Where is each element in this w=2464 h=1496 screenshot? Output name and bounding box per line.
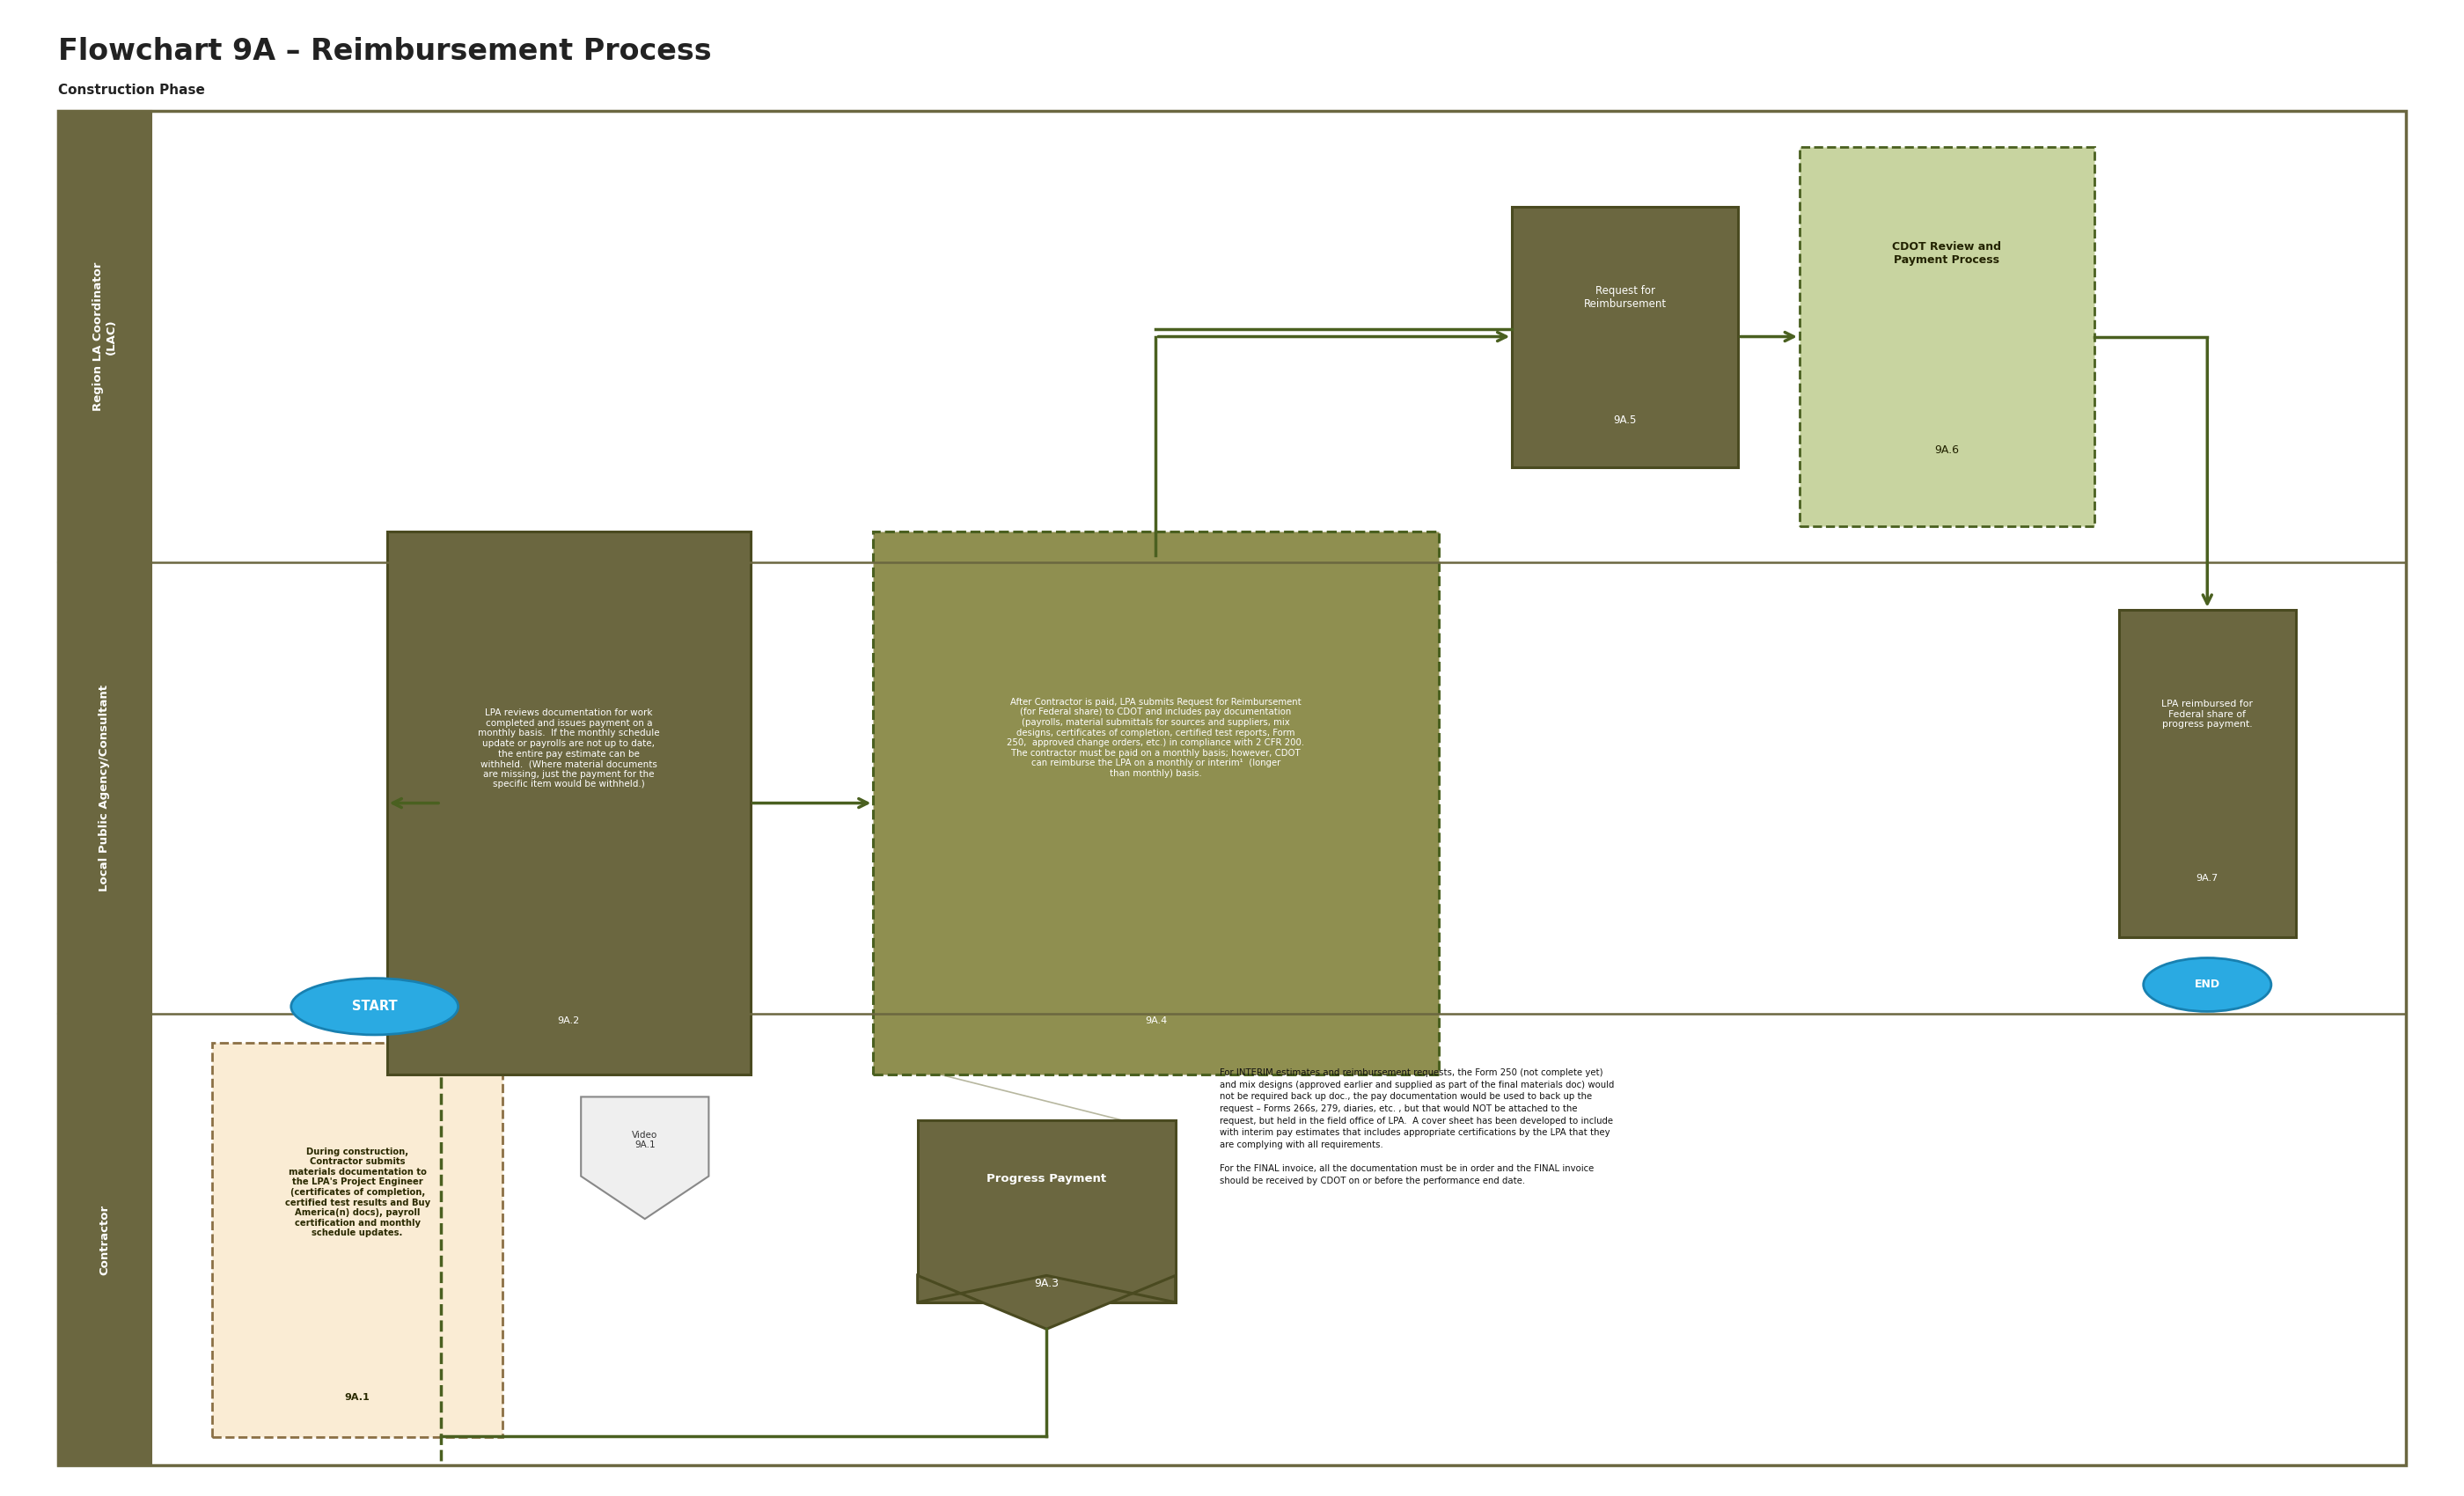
FancyBboxPatch shape [917,1121,1175,1303]
Text: 9A.5: 9A.5 [1614,414,1636,426]
Text: 9A.1: 9A.1 [345,1393,370,1402]
Text: Construction Phase: Construction Phase [57,84,205,97]
Text: 9A.2: 9A.2 [557,1016,579,1025]
Ellipse shape [2144,957,2272,1011]
FancyBboxPatch shape [212,1043,503,1438]
Text: LPA reviews documentation for work
completed and issues payment on a
monthly bas: LPA reviews documentation for work compl… [478,709,660,788]
Text: Request for
Reimbursement: Request for Reimbursement [1584,286,1666,310]
FancyBboxPatch shape [1513,206,1737,467]
FancyBboxPatch shape [57,562,150,1014]
Text: 9A.4: 9A.4 [1146,1016,1168,1025]
Text: During construction,
Contractor submits
materials documentation to
the LPA's Pro: During construction, Contractor submits … [286,1147,431,1237]
Text: Region LA Coordinator
(LAC): Region LA Coordinator (LAC) [91,262,116,411]
Text: 9A.7: 9A.7 [2195,874,2218,883]
Text: 9A.3: 9A.3 [1035,1278,1060,1290]
FancyBboxPatch shape [57,111,150,562]
Text: START: START [352,999,397,1013]
Ellipse shape [291,978,458,1035]
Text: For INTERIM estimates and reimbursement requests, the Form 250 (not complete yet: For INTERIM estimates and reimbursement … [1220,1068,1614,1185]
Polygon shape [582,1097,710,1219]
Text: Flowchart 9A – Reimbursement Process: Flowchart 9A – Reimbursement Process [57,37,712,66]
Text: LPA reimbursed for
Federal share of
progress payment.: LPA reimbursed for Federal share of prog… [2161,700,2252,729]
FancyBboxPatch shape [1799,147,2094,527]
Text: Contractor: Contractor [99,1204,111,1275]
Text: Local Public Agency/Consultant: Local Public Agency/Consultant [99,685,111,892]
FancyBboxPatch shape [57,1014,150,1466]
FancyBboxPatch shape [872,531,1439,1074]
Text: After Contractor is paid, LPA submits Request for Reimbursement
(for Federal sha: After Contractor is paid, LPA submits Re… [1008,697,1303,778]
Text: END: END [2195,978,2220,990]
Text: Video
9A.1: Video 9A.1 [631,1131,658,1149]
FancyBboxPatch shape [2119,609,2296,936]
Text: 9A.6: 9A.6 [1934,444,1959,456]
Text: Progress Payment: Progress Payment [986,1173,1106,1185]
FancyBboxPatch shape [387,531,752,1074]
Polygon shape [917,1276,1175,1328]
Text: CDOT Review and
Payment Process: CDOT Review and Payment Process [1892,241,2001,265]
